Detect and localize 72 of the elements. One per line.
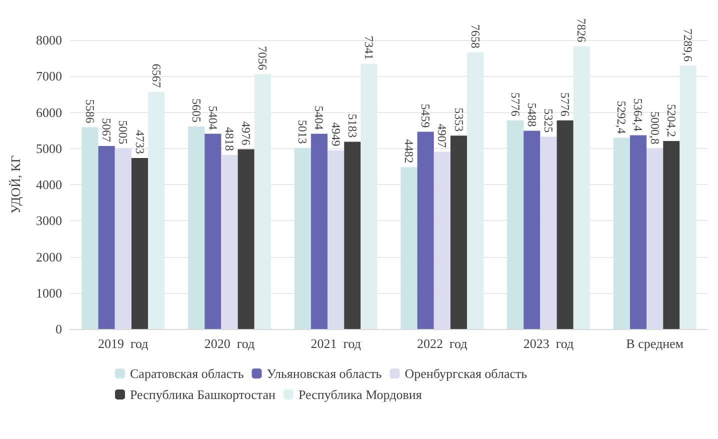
x-tick-label: 2023 год <box>523 336 574 351</box>
legend-label: Ульяновская область <box>266 366 382 381</box>
bar <box>221 154 238 329</box>
legend-label: Саратовская область <box>130 366 244 381</box>
bar <box>507 120 524 329</box>
bar <box>238 149 254 329</box>
y-tick-label: 7000 <box>36 68 62 84</box>
data-label: 5404 <box>206 106 220 130</box>
y-tick-label: 0 <box>56 322 62 336</box>
bar <box>556 120 574 329</box>
data-label: 5488 <box>524 102 539 127</box>
data-label: 5183 <box>345 114 360 138</box>
data-label: 4733 <box>132 130 147 154</box>
data-label: 4907 <box>435 124 450 148</box>
data-label: 5067 <box>100 118 114 142</box>
data-label: 4949 <box>328 122 343 146</box>
data-label: 7056 <box>256 46 270 70</box>
x-tick-label: В среднем <box>626 336 684 351</box>
data-label: 5013 <box>296 120 310 144</box>
y-tick-label: 3000 <box>36 213 62 228</box>
data-label: 5364,4 <box>631 98 646 132</box>
data-label: 7289,6 <box>681 28 696 62</box>
bar <box>613 138 630 329</box>
data-label: 7341 <box>362 36 376 60</box>
data-label: 5292,4 <box>614 100 629 134</box>
bar <box>204 134 222 329</box>
bar <box>131 158 148 329</box>
data-label: 5353 <box>452 108 466 132</box>
legend-label: Республика Башкортостан <box>130 387 276 402</box>
y-tick-label: 8000 <box>36 32 62 48</box>
x-tick-label: 2019 год <box>98 336 149 351</box>
data-label: 6567 <box>149 64 164 88</box>
data-label: 7658 <box>468 24 482 48</box>
bar <box>400 167 418 329</box>
y-tick-label: 2000 <box>36 249 62 264</box>
y-tick-label: 5000 <box>36 140 62 156</box>
x-tick-label: 2020 год <box>204 336 256 351</box>
bar <box>630 135 647 329</box>
data-label: 5404 <box>312 106 326 130</box>
bar <box>82 127 98 329</box>
bar <box>524 130 540 329</box>
bar <box>310 134 328 329</box>
data-label: 5776 <box>558 92 572 116</box>
bar <box>98 146 115 329</box>
bar <box>294 148 311 329</box>
data-label: 4482 <box>402 139 416 164</box>
data-label: 5605 <box>189 98 204 123</box>
data-label: 5459 <box>418 104 433 128</box>
data-label: 5776 <box>508 92 522 116</box>
legend-label: Оренбургская область <box>404 366 528 381</box>
bar <box>188 126 205 329</box>
data-label: 5586 <box>82 99 97 124</box>
y-tick-label: 1000 <box>36 285 62 300</box>
y-axis-title: УДОЙ, КГ <box>8 154 23 214</box>
data-label: 5204,2 <box>664 104 678 137</box>
legend-label: Республика Мордовия <box>298 387 422 402</box>
x-tick-label: 2021 год <box>310 336 362 351</box>
y-tick-label: 4000 <box>36 177 62 192</box>
bar <box>434 152 450 329</box>
x-tick-label: 2022 год <box>417 336 468 351</box>
data-label: 5005 <box>116 120 130 144</box>
bar <box>450 136 468 329</box>
y-tick-label: 6000 <box>36 104 62 120</box>
bar <box>663 141 680 329</box>
bar <box>417 132 434 329</box>
bar <box>540 136 557 329</box>
data-label: 5000,8 <box>648 111 662 144</box>
data-label: 4818 <box>222 126 236 151</box>
data-label: 5325 <box>542 108 556 133</box>
data-label: 7826 <box>574 18 589 42</box>
bar <box>344 142 361 329</box>
data-label: 4976 <box>239 121 254 146</box>
